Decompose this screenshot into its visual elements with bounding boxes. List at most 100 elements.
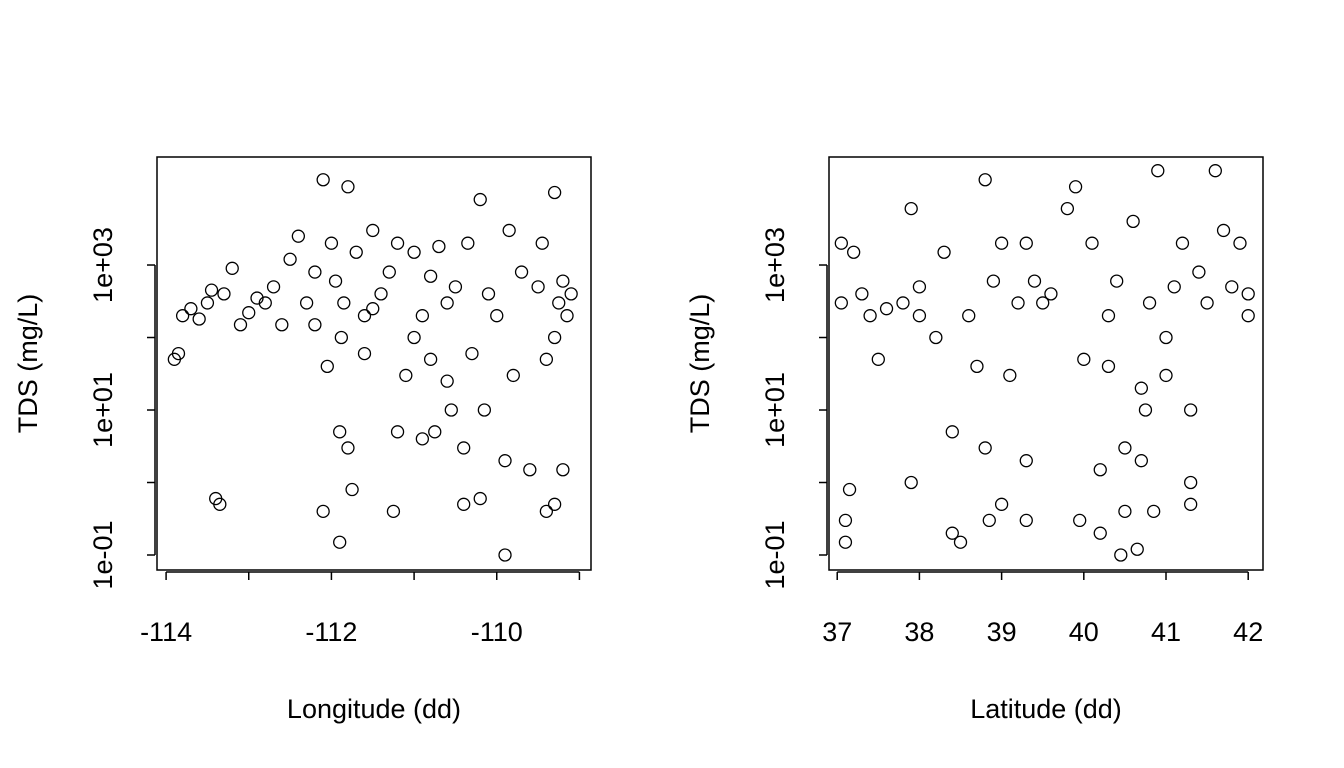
y-tick-label: 1e+03 bbox=[760, 227, 790, 303]
data-point bbox=[1126, 214, 1140, 229]
data-point bbox=[842, 482, 857, 497]
data-point bbox=[539, 504, 554, 519]
data-point bbox=[535, 236, 549, 250]
data-point bbox=[1044, 287, 1058, 301]
data-point bbox=[333, 535, 347, 549]
data-point bbox=[357, 346, 372, 361]
data-point bbox=[407, 245, 421, 259]
data-point bbox=[415, 309, 430, 323]
y-axis-title: TDS (mg/L) bbox=[685, 294, 715, 434]
data-point bbox=[308, 265, 322, 279]
x-tick-label: 42 bbox=[1233, 617, 1263, 647]
data-point bbox=[337, 296, 351, 310]
data-point bbox=[233, 318, 248, 332]
data-point bbox=[1151, 164, 1165, 178]
data-point bbox=[547, 185, 562, 200]
data-point bbox=[440, 374, 454, 388]
y-tick-label: 1e-01 bbox=[88, 520, 118, 589]
data-point bbox=[320, 359, 334, 374]
data-point bbox=[1060, 201, 1075, 216]
data-point bbox=[204, 283, 219, 297]
data-point bbox=[1027, 274, 1042, 288]
data-point bbox=[490, 309, 504, 323]
x-axis-title: Latitude (dd) bbox=[970, 694, 1122, 724]
data-point bbox=[994, 236, 1009, 250]
data-point bbox=[498, 454, 512, 468]
data-point bbox=[556, 463, 570, 477]
data-point bbox=[324, 236, 339, 250]
data-point bbox=[457, 441, 471, 455]
data-point bbox=[847, 245, 861, 259]
x-tick-label: 39 bbox=[987, 617, 1017, 647]
data-point bbox=[904, 475, 918, 490]
data-point bbox=[863, 309, 877, 323]
data-point bbox=[1175, 236, 1190, 250]
data-point bbox=[929, 330, 943, 345]
plot-panel: 37 38 39 40 41 42 1e-01 1e+01 1e+03 Latitude (dd)… bbox=[685, 156, 1264, 724]
data-point bbox=[428, 425, 442, 439]
x-tick-label: 41 bbox=[1151, 617, 1181, 647]
data-point bbox=[838, 535, 853, 549]
x-tick-label: 37 bbox=[822, 617, 852, 647]
data-point bbox=[444, 403, 458, 417]
data-point bbox=[834, 236, 848, 250]
data-point bbox=[242, 306, 256, 320]
data-point bbox=[213, 497, 227, 511]
data-point bbox=[1225, 280, 1239, 294]
data-point bbox=[1077, 352, 1091, 366]
data-point bbox=[945, 425, 959, 439]
data-point bbox=[171, 346, 186, 361]
data-point bbox=[448, 280, 463, 294]
data-point bbox=[1036, 296, 1050, 310]
data-point bbox=[1184, 403, 1198, 417]
data-point bbox=[1142, 296, 1157, 310]
x-tick-label: -110 bbox=[471, 617, 523, 647]
x-tick-label: -114 bbox=[140, 617, 192, 647]
data-point bbox=[1147, 504, 1161, 519]
data-point bbox=[1138, 403, 1153, 417]
data-point bbox=[986, 274, 1001, 288]
data-point bbox=[225, 261, 239, 275]
data-point bbox=[547, 497, 562, 511]
data-point bbox=[523, 463, 537, 477]
data-point bbox=[514, 265, 529, 279]
x-tick-label: 40 bbox=[1069, 617, 1099, 647]
x-axis-title: Longitude (dd) bbox=[287, 694, 461, 724]
x-tick-label: -112 bbox=[305, 617, 357, 647]
data-point bbox=[461, 236, 475, 250]
data-point bbox=[192, 312, 206, 326]
data-point bbox=[896, 296, 910, 310]
data-point bbox=[1184, 497, 1198, 511]
data-point bbox=[1159, 368, 1173, 383]
data-point bbox=[1114, 548, 1128, 562]
data-point bbox=[1019, 454, 1033, 468]
y-tick-label: 1e-01 bbox=[760, 520, 790, 589]
data-point bbox=[1159, 330, 1173, 345]
data-point bbox=[498, 548, 512, 562]
data-point bbox=[349, 245, 363, 259]
plot-panel: -114 -112 -110 1e-01 1e+01 1e+03 Longitude (dd… bbox=[13, 156, 592, 724]
data-point bbox=[415, 432, 430, 446]
data-point bbox=[308, 318, 322, 332]
data-point bbox=[366, 302, 380, 316]
data-point bbox=[904, 201, 918, 216]
data-point bbox=[564, 287, 578, 301]
data-point bbox=[1073, 513, 1087, 528]
data-point bbox=[556, 274, 570, 288]
data-point bbox=[1003, 368, 1017, 383]
data-point bbox=[1011, 296, 1025, 310]
data-point bbox=[1093, 463, 1107, 477]
y-axis-title: TDS (mg/L) bbox=[13, 294, 43, 434]
data-point bbox=[423, 269, 438, 283]
data-point bbox=[978, 173, 992, 187]
y-tick-label: 1e+03 bbox=[88, 227, 118, 303]
data-point bbox=[481, 287, 496, 301]
data-point bbox=[345, 482, 359, 497]
data-point bbox=[374, 287, 388, 301]
data-point bbox=[473, 192, 487, 207]
data-point bbox=[539, 352, 554, 366]
data-point bbox=[912, 280, 927, 294]
data-point bbox=[970, 359, 984, 374]
data-point bbox=[1167, 280, 1181, 294]
data-point bbox=[560, 309, 574, 323]
